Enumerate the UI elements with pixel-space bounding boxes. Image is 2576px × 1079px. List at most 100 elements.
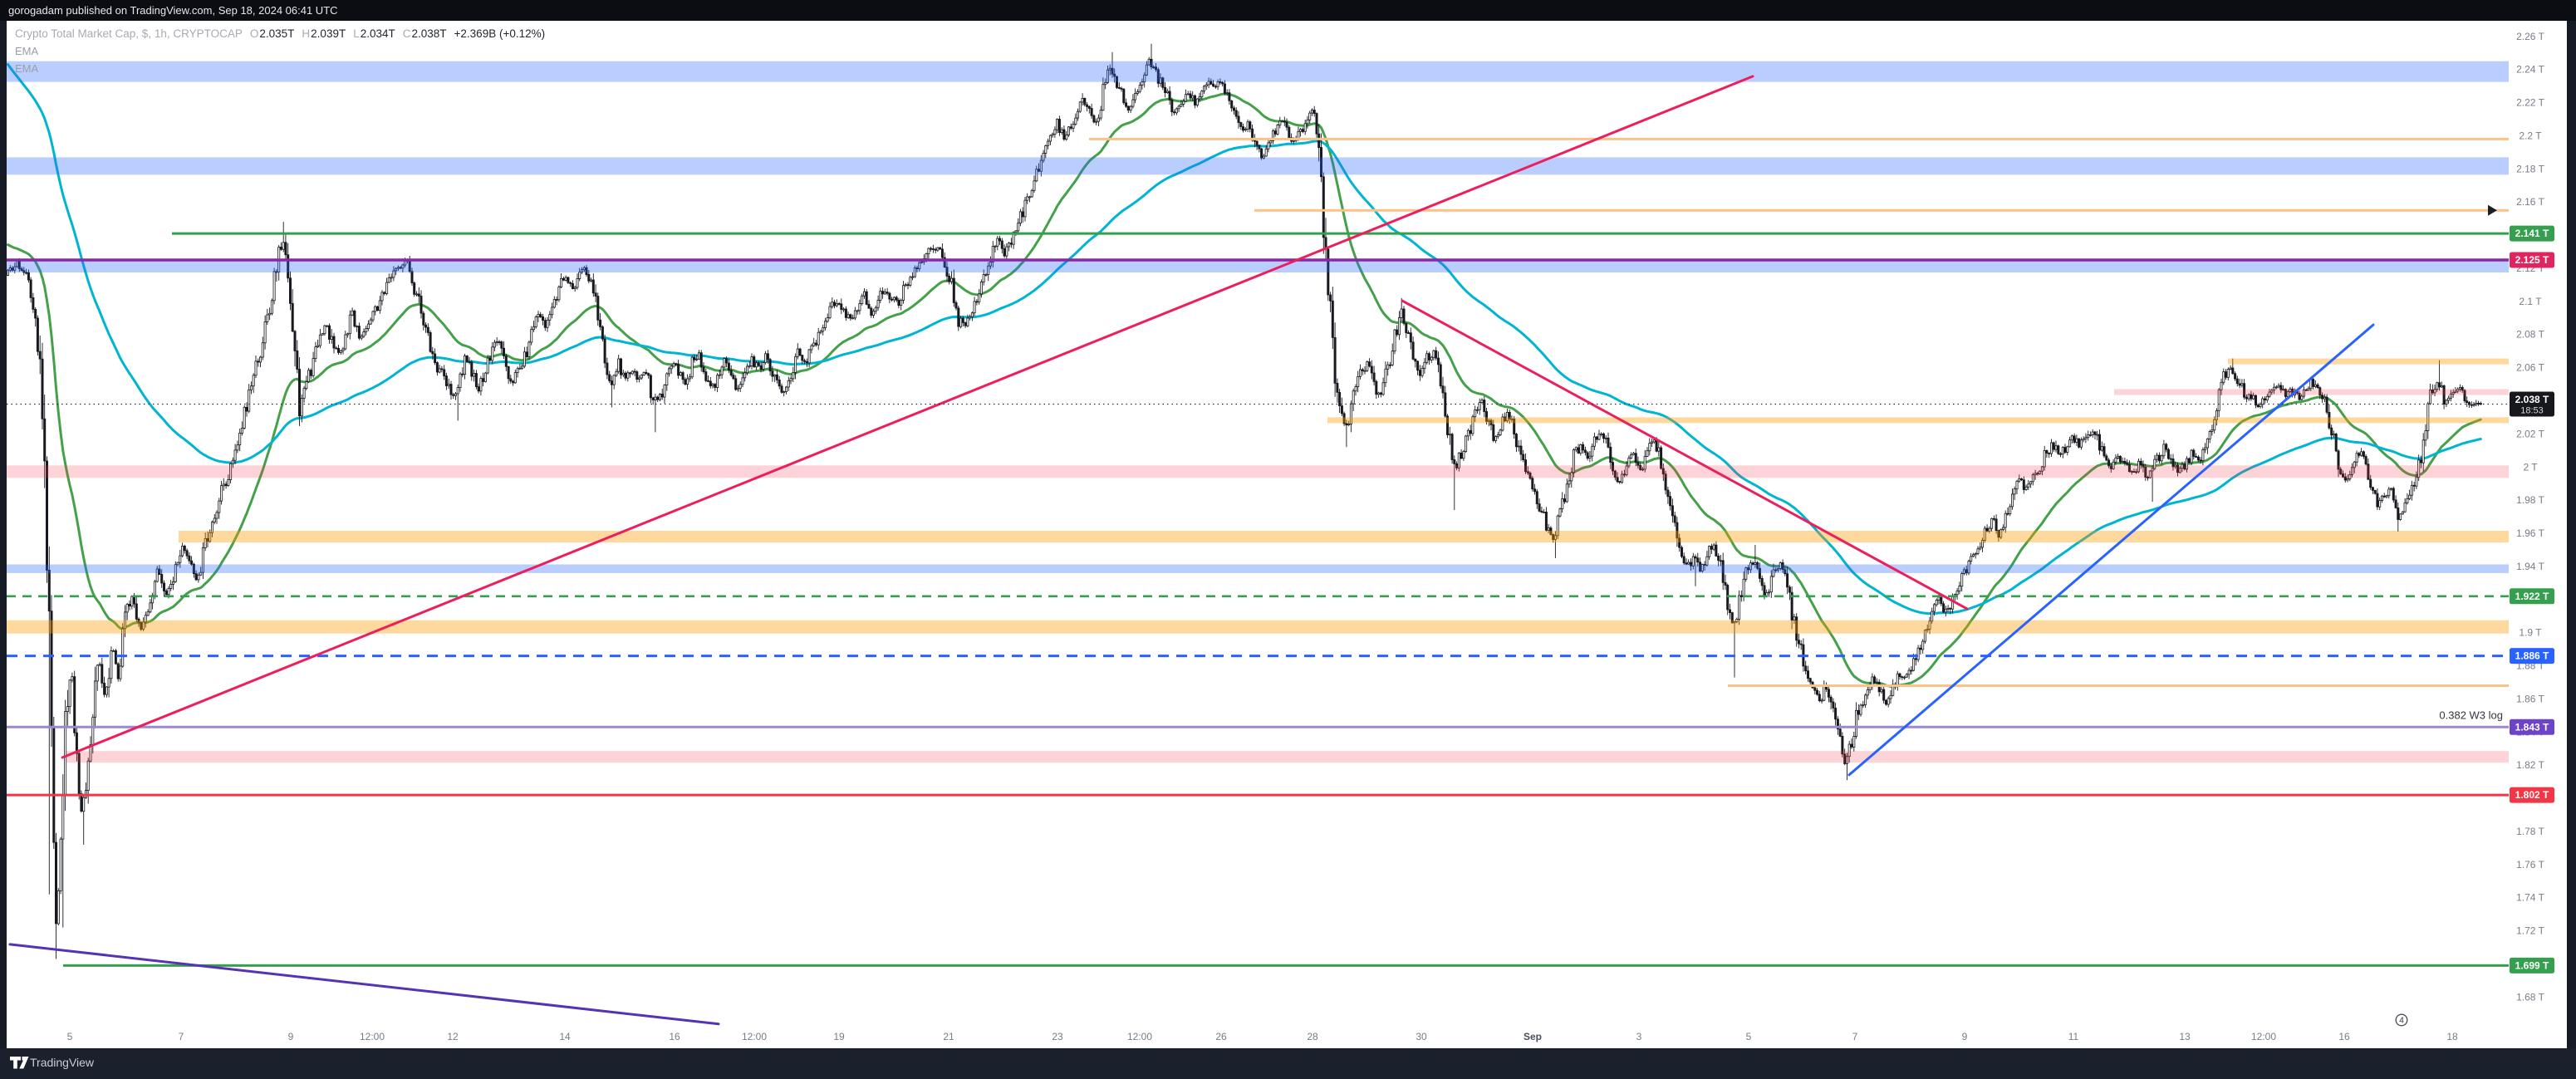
time-tick-label: 23 (1052, 1031, 1063, 1042)
price-zone[interactable] (7, 620, 2509, 634)
price-zone[interactable] (2114, 389, 2509, 395)
time-tick-label: 12:00 (1127, 1031, 1152, 1042)
time-axis[interactable]: 5 7 9 12:00 12 14 16 12:00 19 21 23 12:00 26 28 30 Sep 3… (67, 1031, 2458, 1042)
price-level-badge (2510, 787, 2554, 803)
publish-bar: gorogadam published on TradingView.com, … (0, 0, 2576, 21)
price-tick-label: 1.78 T (2516, 826, 2544, 837)
time-tick-label: 16 (669, 1031, 680, 1042)
ema-line (7, 92, 2482, 688)
trendline[interactable] (1401, 299, 1969, 611)
chart-legend: Crypto Total Market Cap, $, 1h, CRYPTOCA… (15, 25, 545, 77)
price-tick-label: 1.86 T (2516, 693, 2544, 704)
time-tick-label: 26 (1215, 1031, 1227, 1042)
price-level-badge-text: 2.141 T (2515, 228, 2549, 239)
low-label: L (353, 27, 360, 40)
time-tick-label: 12:00 (2251, 1031, 2276, 1042)
price-axis[interactable]: 2.26 T2.24 T2.22 T2.2 T2.18 T2.16 T2.14 … (2516, 31, 2544, 1003)
trendline[interactable] (8, 943, 720, 1026)
price-zone[interactable] (179, 531, 2509, 542)
last-price-badge-value: 2.038 T (2515, 394, 2549, 405)
price-tick-label: 1.72 T (2516, 925, 2544, 937)
supply-demand-zones-layer[interactable] (7, 61, 2509, 763)
price-zone[interactable] (7, 564, 2509, 573)
close-value: 2.038T (411, 27, 447, 40)
trendline[interactable] (61, 75, 1754, 759)
tradingview-brand-text[interactable]: TradingView (30, 1056, 95, 1069)
price-level-badge (2510, 588, 2554, 605)
price-tick-label: 1.76 T (2516, 859, 2544, 871)
price-tick-label: 2.18 T (2516, 163, 2544, 174)
symbol-legend-row[interactable]: Crypto Total Market Cap, $, 1h, CRYPTOCA… (15, 25, 545, 42)
price-level-badge-text: 1.802 T (2515, 789, 2549, 801)
fib-annotation: 0.382 W3 log (2439, 709, 2503, 721)
price-level-badge-text: 2.125 T (2515, 254, 2549, 266)
indicator-legend-ema-2[interactable]: EMA (15, 62, 39, 75)
price-tick-label: 1.74 T (2516, 892, 2544, 904)
price-zone[interactable] (66, 751, 2509, 763)
price-level-badge (2510, 648, 2554, 665)
price-level-badge-text: 1.843 T (2515, 721, 2549, 733)
trendline[interactable] (1847, 323, 2375, 777)
price-tick-label: 1.96 T (2516, 527, 2544, 539)
trendlines-layer[interactable] (8, 75, 2375, 1026)
price-tick-label: 1.68 T (2516, 991, 2544, 1003)
price-tick-label: 2.16 T (2516, 196, 2544, 208)
tradingview-logo-icon[interactable] (8, 1054, 33, 1074)
time-tick-label: 14 (559, 1031, 571, 1042)
corner-count-badge[interactable]: 4 (2395, 1013, 2408, 1027)
price-zone[interactable] (1327, 417, 2509, 424)
price-level-badge (2510, 225, 2554, 242)
price-zone[interactable] (2228, 358, 2509, 365)
price-tick-label: 2.02 T (2516, 428, 2544, 439)
price-zone[interactable] (7, 261, 2509, 272)
price-tick-label: 1.82 T (2516, 759, 2544, 771)
last-price-countdown: 18:53 (2520, 406, 2544, 416)
time-tick-label: 28 (1307, 1031, 1318, 1042)
price-level-badge-text: 1.922 T (2515, 591, 2549, 602)
time-tick-label: 11 (2068, 1031, 2079, 1042)
time-tick-label: 21 (943, 1031, 954, 1042)
candles-layer[interactable] (7, 43, 2482, 959)
price-axis-badges: 2.141 T 2.125 T 1.922 T 1.886 T 1.843 T 1.802… (2510, 225, 2554, 974)
close-label: C (402, 27, 411, 40)
indicator-legend-ema-1[interactable]: EMA (15, 45, 39, 57)
chart-panel (7, 21, 2567, 1048)
time-tick-label: 18 (2446, 1031, 2458, 1042)
price-tick-label: 2.22 T (2516, 97, 2544, 109)
open-label: O (249, 27, 259, 40)
change-value: +2.369B (+0.12%) (454, 27, 546, 40)
price-zone[interactable] (7, 157, 2509, 175)
time-tick-label: 7 (1852, 1031, 1858, 1042)
price-tick-label: 2.1 T (2519, 296, 2542, 307)
time-tick-label: 9 (1962, 1031, 1968, 1042)
price-tick-label: 2.2 T (2519, 130, 2542, 141)
corner-count-badge-label: 4 (2399, 1017, 2404, 1026)
price-zone[interactable] (7, 465, 2509, 478)
time-tick-label: 3 (1636, 1031, 1642, 1042)
price-level-badge-text: 1.886 T (2515, 650, 2549, 662)
time-tick-label: 12:00 (360, 1031, 385, 1042)
price-level-badge-text: 1.699 T (2515, 959, 2549, 971)
price-level-badge (2510, 957, 2554, 974)
time-tick-label: 13 (2179, 1031, 2191, 1042)
time-tick-label: 30 (1416, 1031, 1427, 1042)
price-tick-label: 2.26 T (2516, 31, 2544, 42)
price-tick-label: 2.06 T (2516, 362, 2544, 374)
high-value: 2.039T (311, 27, 346, 40)
low-value: 2.034T (360, 27, 395, 40)
time-tick-label: 5 (1746, 1031, 1752, 1042)
price-level-badge (2510, 719, 2554, 735)
chart-annotations-layer: 0.382 W3 log (7, 204, 2510, 721)
price-levels-layer[interactable] (7, 137, 2509, 967)
open-value: 2.035T (259, 27, 295, 40)
ema-line (7, 63, 2482, 616)
price-zone[interactable] (7, 61, 2509, 82)
time-tick-label: 12 (447, 1031, 459, 1042)
footer-bar: TradingView (0, 1048, 2576, 1079)
last-price-badge (2510, 391, 2554, 417)
price-tick-label: 2.08 T (2516, 329, 2544, 341)
publish-bar-text: gorogadam published on TradingView.com, … (8, 4, 338, 17)
symbol-title: Crypto Total Market Cap, $, 1h, CRYPTOCA… (15, 27, 243, 40)
